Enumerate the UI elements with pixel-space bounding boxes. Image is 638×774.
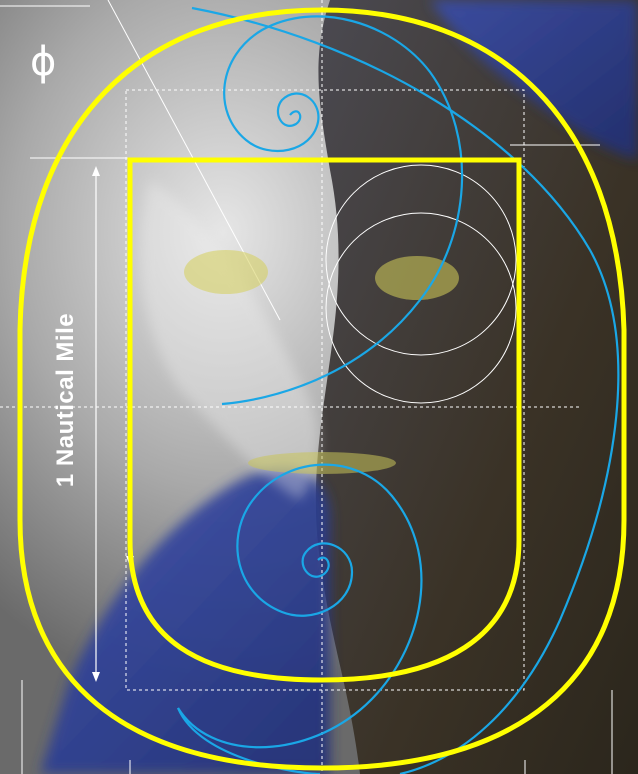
bright-ridge: [140, 180, 319, 500]
eye-circle-lower: [325, 212, 517, 404]
dark-terrain-region: [315, 0, 638, 774]
guide-rectangle: [125, 89, 525, 691]
scale-bar-label: 1 Nautical Mile: [52, 312, 79, 488]
lower-spiral-tail: [176, 707, 321, 774]
left-eye-ellipse: [184, 250, 268, 294]
eye-circle-upper: [325, 164, 517, 356]
upper-spiral: [221, 15, 464, 406]
right-eye-ellipse: [375, 256, 459, 300]
lower-spiral: [177, 463, 423, 749]
outer-right-spiral-arc: [191, 6, 620, 774]
scale-arrow-top: [92, 166, 100, 176]
upper-right-blue-region: [430, 0, 638, 160]
mouth-ellipse: [248, 452, 396, 474]
scale-arrow-bottom: [92, 672, 100, 682]
outer-yellow-outline: [17, 7, 627, 771]
phi-symbol-label: ϕ: [30, 39, 57, 85]
lower-left-blue-region: [40, 468, 330, 774]
inner-yellow-outline: [127, 157, 522, 683]
